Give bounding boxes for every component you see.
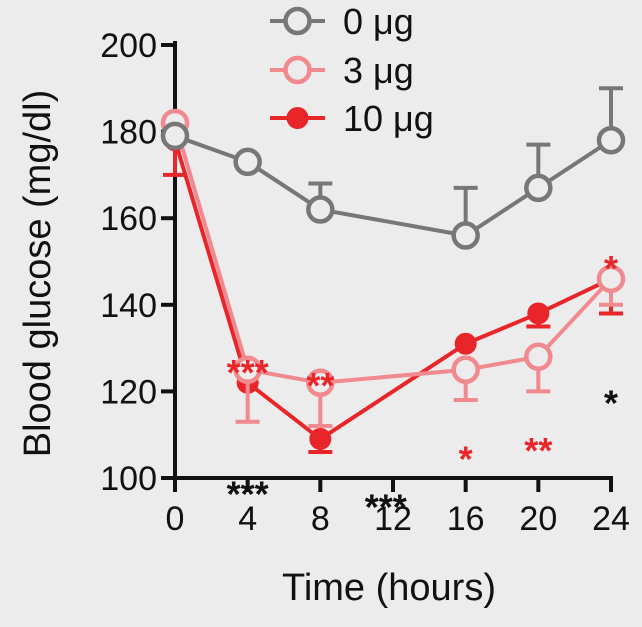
y-tick-label-180: 180 — [100, 114, 157, 152]
significance-mark-6: *** — [365, 486, 407, 527]
data-point-1-3 — [451, 355, 480, 384]
x-tick-label-20: 20 — [519, 500, 557, 538]
significance-mark-5: *** — [227, 473, 269, 514]
data-point-0-2 — [306, 195, 335, 224]
significance-mark-4: * — [604, 248, 618, 289]
series-line-1 — [173, 122, 613, 385]
significance-mark-3: ** — [524, 430, 552, 471]
legend-marker-2 — [286, 107, 309, 129]
data-point-2-3 — [454, 332, 477, 355]
legend: 0 μg 3 μg 10 μg — [270, 1, 434, 139]
x-tick-label-4: 4 — [238, 500, 257, 538]
significance-mark-2: * — [459, 439, 473, 480]
data-point-1-1 — [233, 355, 262, 384]
y-tick-label-200: 200 — [100, 27, 157, 65]
annotations: *** *** ****** **** — [227, 248, 618, 527]
significance-mark-0: *** — [227, 352, 269, 393]
data-point-0-3 — [451, 221, 480, 250]
x-tick-label-12: 12 — [374, 500, 412, 538]
data-point-2-4 — [527, 302, 550, 325]
y-axis-title: Blood glucose (mg/dl) — [17, 90, 59, 458]
legend-marker-1 — [283, 55, 312, 85]
legend-label-2: 10 μg — [343, 98, 434, 139]
data-point-2-2 — [309, 428, 332, 451]
y-tick-label-160: 160 — [100, 200, 157, 238]
data-point-1-2 — [306, 368, 335, 397]
plot-area — [160, 86, 626, 455]
series-1 — [160, 108, 626, 429]
significance-mark-7: * — [604, 382, 618, 423]
data-point-0-1 — [233, 147, 262, 177]
y-tick-label-100: 100 — [100, 460, 157, 498]
x-tick-label-8: 8 — [311, 500, 330, 538]
significance-mark-1: ** — [306, 365, 334, 406]
axes: 100 120 140 160 180 200 0 4 8 12 16 20 24 Time (hours… — [17, 27, 630, 609]
data-point-1-4 — [524, 342, 553, 372]
x-tick-label-0: 0 — [166, 500, 185, 538]
series-0 — [160, 86, 626, 250]
data-point-0-5 — [596, 126, 626, 155]
x-tick-label-16: 16 — [447, 500, 485, 538]
legend-marker-0 — [283, 6, 312, 36]
series-line-2 — [173, 139, 612, 442]
x-axis-title: Time (hours) — [282, 567, 496, 609]
data-point-0-0 — [160, 121, 190, 151]
data-point-0-4 — [524, 173, 553, 203]
y-tick-label-120: 120 — [100, 373, 157, 411]
legend-label-0: 0 μg — [343, 1, 414, 42]
x-tick-label-24: 24 — [592, 500, 630, 538]
data-point-1-5 — [596, 264, 626, 294]
y-tick-label-140: 140 — [100, 287, 157, 325]
legend-label-1: 3 μg — [343, 50, 414, 91]
